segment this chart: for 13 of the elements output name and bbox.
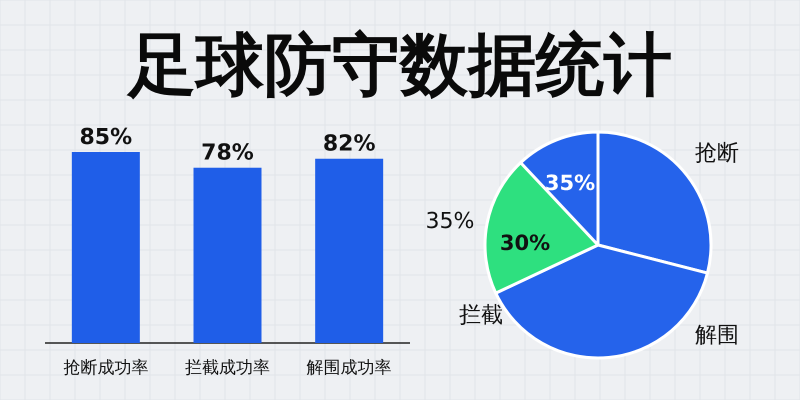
text: 30% xyxy=(500,231,550,255)
x-tick-label: 抢断成功率 xyxy=(63,358,148,378)
slice-label: 抢断 xyxy=(695,141,739,166)
slice-label: 解围 xyxy=(695,323,739,348)
x-tick-label: 解围成功率 xyxy=(306,358,392,378)
text: 35% xyxy=(426,209,474,234)
data-label: 78% xyxy=(201,140,254,166)
slice-label: 拦截 xyxy=(459,303,503,328)
x-tick-label: 拦截成功率 xyxy=(185,358,270,378)
data-label: 85% xyxy=(79,125,132,150)
chart-title: 足球防守数据统计 xyxy=(126,26,672,105)
text: 35% xyxy=(544,171,596,195)
data-label: 82% xyxy=(322,132,376,157)
